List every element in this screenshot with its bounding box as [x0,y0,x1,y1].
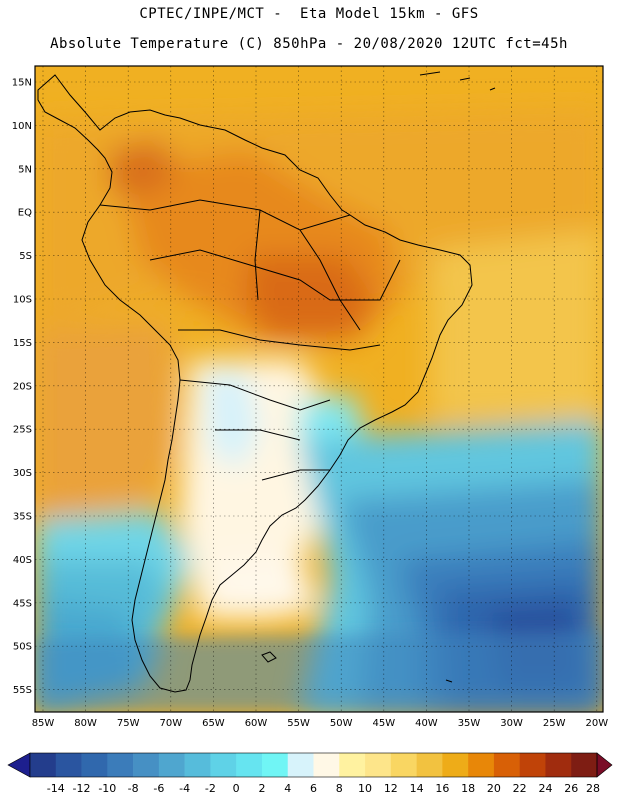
colorbar-tick-label: 20 [487,782,501,795]
colorbar-swatch [365,753,392,777]
colorbar-tick-label: -14 [47,782,65,795]
colorbar-tick-label: -4 [179,782,190,795]
colorbar-frame [29,752,598,778]
colorbar-swatch [30,753,57,777]
graticule [35,66,603,712]
colorbar-tick-label: 14 [410,782,424,795]
colorbar-swatch [81,753,108,777]
falkland-islands [261,651,453,683]
colorbar-swatch [571,753,598,777]
title-line-1: CPTEC/INPE/MCT - Eta Model 15km - GFS [139,6,479,22]
longitude-label: 30W [500,718,523,729]
colorbar-swatch [442,753,469,777]
latitude-label: 35S [13,512,32,523]
colorbar-swatch [261,753,289,777]
colorbar-tick-label: -12 [73,782,91,795]
latitude-label: 20S [13,381,32,392]
longitude-label: 25W [543,718,566,729]
caribbean-islands [419,71,496,91]
colorbar: -14 -12 -10 -8 -6 -4 -2 0 2 4 6 8 10 12 14 16 18 20 22 24 26… [7,752,613,795]
colorbar-tick-label: -6 [153,782,164,795]
longitude-label: 55W [287,718,310,729]
latitude-label: 45S [13,598,32,609]
colorbar-tick-label: 0 [233,782,240,795]
latitude-labels: 15N 10N 5N EQ 5S 10S 15S 20S 25S 30S 35S 40S 45S 50S 5… [12,78,32,697]
latitude-label: 50S [13,642,32,653]
colorbar-tick-label: 10 [358,782,372,795]
colorbar-tick-label: 26 [564,782,578,795]
latitude-label: 5S [19,251,32,262]
colorbar-tick-label: 18 [461,782,475,795]
colorbar-swatch [55,753,82,777]
colorbar-arrow-high [596,752,613,778]
coastlines [37,71,496,693]
colorbar-swatch [468,753,495,777]
colorbar-swatch [390,753,417,777]
country-borders [99,199,401,481]
colorbar-swatch [519,753,546,777]
colorbar-swatch [545,753,572,777]
colorbar-tick-label: -2 [205,782,216,795]
colorbar-swatch [339,753,366,777]
colorbar-swatch [133,753,160,777]
longitude-label: 45W [372,718,395,729]
colorbar-tick-label: 4 [284,782,291,795]
colorbar-swatch [210,753,237,777]
latitude-label: EQ [18,208,32,219]
colorbar-swatch [107,753,134,777]
longitude-label: 75W [117,718,140,729]
south-america-coastline [37,74,473,693]
longitude-label: 40W [415,718,438,729]
colorbar-swatch [287,753,314,777]
colorbar-swatch [493,753,520,777]
latitude-label: 25S [13,425,32,436]
colorbar-tick-label: 16 [435,782,449,795]
colorbar-tick-label: 6 [310,782,317,795]
latitude-label: 10N [12,121,32,132]
latitude-label: 40S [13,555,32,566]
latitude-label: 55S [13,685,32,696]
colorbar-tick-label: 12 [384,782,398,795]
colorbar-tick-label: 8 [336,782,343,795]
longitude-labels: 85W 80W 75W 70W 65W 60W 55W 50W 45W 40W 35W 30W 25W 2… [32,718,609,729]
colorbar-tick-label: 28 [586,782,600,795]
longitude-label: 35W [458,718,481,729]
latitude-label: 15N [12,78,32,89]
longitude-label: 85W [32,718,55,729]
temperature-field [35,66,603,712]
colorbar-tick-label: 2 [258,782,265,795]
colorbar-tick-label: 24 [538,782,552,795]
colorbar-swatch [236,753,263,777]
longitude-label: 60W [245,718,268,729]
colorbar-swatch [184,753,211,777]
latitude-label: 5N [18,164,32,175]
colorbar-swatch [313,753,340,777]
longitude-label: 50W [330,718,353,729]
longitude-label: 20W [585,718,608,729]
title-line-2: Absolute Temperature (C) 850hPa - 20/08/… [50,36,568,52]
longitude-label: 70W [159,718,182,729]
latitude-label: 30S [13,468,32,479]
colorbar-tick-label: -8 [128,782,139,795]
colorbar-swatch [416,753,443,777]
colorbar-arrow-low [7,752,31,778]
longitude-label: 80W [74,718,97,729]
map-frame [34,65,604,713]
latitude-label: 15S [13,338,32,349]
colorbar-tick-label: 22 [513,782,527,795]
latitude-label: 10S [13,295,32,306]
colorbar-swatch [158,753,185,777]
longitude-label: 65W [202,718,225,729]
colorbar-tick-label: -10 [98,782,116,795]
